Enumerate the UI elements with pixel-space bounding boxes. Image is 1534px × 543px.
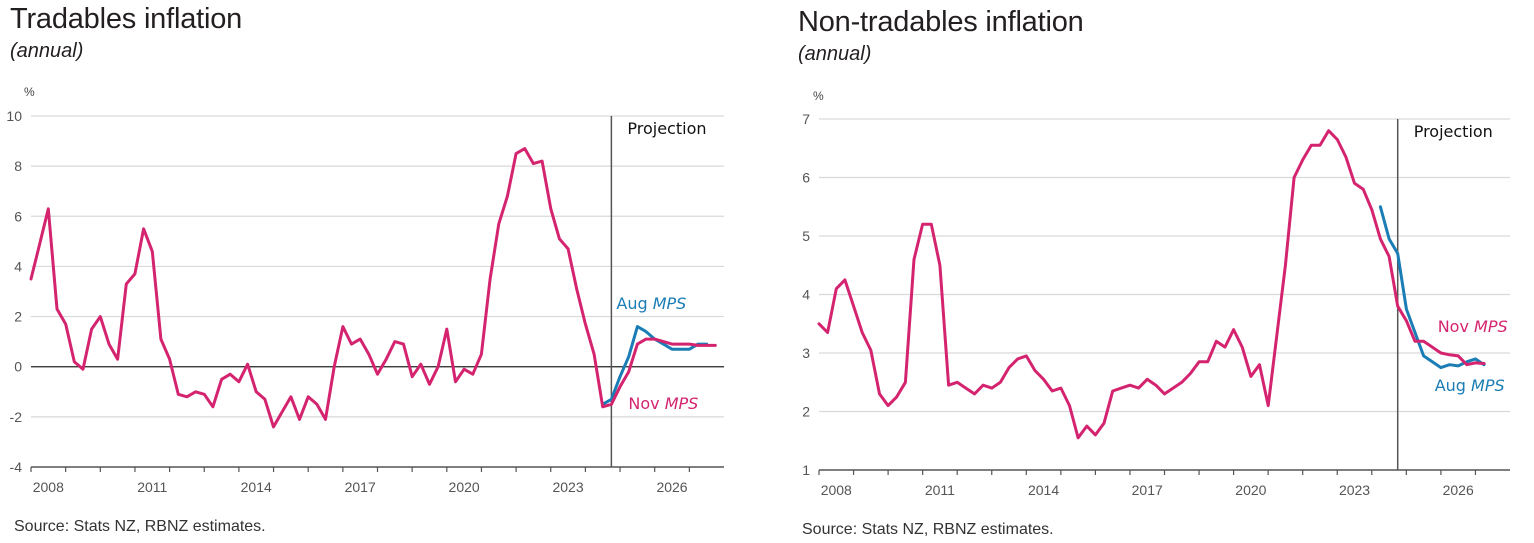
- series-label-aug-mps: Aug MPS: [1435, 376, 1505, 395]
- x-tick-label: 2020: [449, 479, 480, 495]
- series-line-aug-mps: [1378, 205, 1486, 370]
- chart-subtitle: (annual): [10, 40, 84, 62]
- tradables-chart-panel: Tradables inflation (annual) % -4 -2 0 2 4 6 8 1…: [0, 0, 760, 543]
- y-axis-unit-label: %: [24, 85, 35, 99]
- non-tradables-chart-panel: Non-tradables inflation (annual) % 1 2 3 4 5 6…: [788, 0, 1534, 543]
- y-tick-label: 8: [14, 158, 22, 174]
- x-tick-label: 2014: [1028, 482, 1059, 498]
- x-tick-label: 2017: [1132, 482, 1163, 498]
- x-tick-label: 2014: [241, 479, 272, 495]
- y-tick-label: 4: [802, 287, 810, 303]
- series-line-nov-mps: [817, 129, 1486, 440]
- x-tick-label: 2011: [925, 482, 955, 498]
- y-tick-label: 1: [802, 462, 810, 478]
- projection-label: Projection: [627, 119, 706, 138]
- y-tick-label: 6: [802, 170, 810, 186]
- series-label-aug-mps: Aug MPS: [616, 294, 686, 313]
- y-axis-unit-label: %: [813, 89, 824, 103]
- x-tick-label: 2011: [137, 479, 167, 495]
- x-tick-label: 2020: [1235, 482, 1266, 498]
- y-tick-label: -4: [10, 459, 23, 475]
- chart-source: Source: Stats NZ, RBNZ estimates.: [802, 521, 1054, 538]
- chart-source: Source: Stats NZ, RBNZ estimates.: [14, 518, 266, 535]
- y-tick-label: 4: [14, 258, 22, 274]
- tradables-chart-plot: % -4 -2 0 2 4 6 8 10 2008 2011 2014 2017 2020 2023 2026…: [6, 85, 724, 495]
- x-tick-label: 2026: [656, 479, 687, 495]
- x-tick-label: 2008: [33, 479, 64, 495]
- chart-subtitle: (annual): [798, 43, 872, 65]
- y-tick-label: 0: [14, 359, 22, 375]
- y-tick-label: 7: [802, 111, 810, 127]
- projection-label: Projection: [1414, 122, 1493, 141]
- x-tick-label: 2023: [1339, 482, 1370, 498]
- y-tick-label: 6: [14, 208, 22, 224]
- x-tick-label: 2023: [552, 479, 583, 495]
- series-label-nov-mps: Nov MPS: [1438, 317, 1508, 336]
- y-tick-label: 5: [802, 228, 810, 244]
- series-line-nov-mps: [29, 147, 717, 429]
- y-tick-label: 2: [802, 404, 810, 420]
- series-label-nov-mps: Nov MPS: [628, 394, 698, 413]
- non-tradables-chart-plot: % 1 2 3 4 5 6 7 2008 2011 2014 2017 2020 2023 2026 Proj…: [802, 89, 1510, 498]
- x-tick-label: 2026: [1443, 482, 1474, 498]
- chart-title: Tradables inflation: [10, 3, 243, 35]
- chart-title: Non-tradables inflation: [798, 6, 1084, 38]
- y-tick-label: 2: [14, 309, 22, 325]
- y-tick-label: 10: [6, 108, 22, 124]
- y-tick-label: 3: [802, 345, 810, 361]
- x-tick-label: 2008: [821, 482, 852, 498]
- x-tick-label: 2017: [345, 479, 376, 495]
- y-tick-label: -2: [10, 409, 23, 425]
